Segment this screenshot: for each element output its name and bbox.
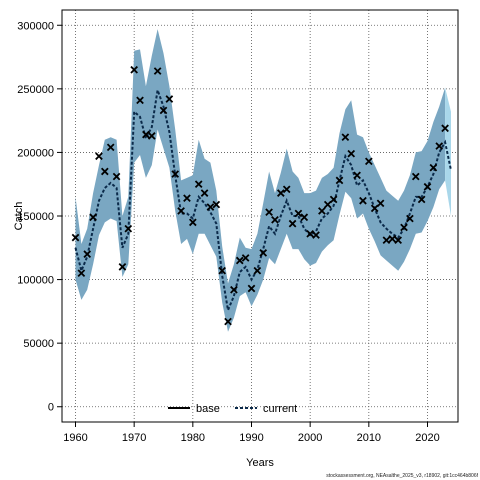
y-tick-label-0: 0 [48,402,54,414]
observed-point-2001 [312,231,320,239]
x-axis: 1960 1970 1980 1990 2000 2010 2020 [63,422,440,444]
observed-point-2018 [411,172,420,181]
observed-point-2000 [306,229,314,238]
observed-point-2012 [376,199,385,208]
observed-point-2008 [353,171,361,180]
x-tick-label-2000: 2000 [298,432,322,444]
observed-point-1996 [282,185,291,194]
observed-point-1973 [147,132,156,140]
observed-point-1962 [83,250,92,258]
observed-point-2023 [441,124,449,133]
observed-point-2007 [347,149,356,158]
observed-point-1995 [276,189,285,197]
observed-point-2016 [400,223,408,232]
observed-point-2020 [423,182,432,191]
source-footnote: stockassessment.org, NEAsalthe_2025_v3, … [326,473,478,479]
observed-point-1974 [153,67,162,75]
observed-point-2010 [364,157,373,166]
confidence-band [75,29,446,332]
y-tick-label-200000: 200000 [17,147,54,159]
observed-point-2011 [370,204,379,213]
observed-point-1992 [259,249,268,257]
observed-point-1967 [112,172,121,181]
observed-point-1984 [212,200,221,209]
observed-point-2005 [335,176,344,185]
observed-point-1966 [106,143,115,152]
observed-point-2009 [359,196,367,205]
observed-point-2021 [429,163,438,172]
x-tick-label-1980: 1980 [181,432,205,444]
legend-base-label: base [196,403,220,415]
y-tick-label-50000: 50000 [23,338,54,350]
observed-point-1991 [253,266,262,275]
observed-point-1997 [288,219,297,228]
observed-point-1970 [130,65,138,74]
observed-point-1975 [159,106,168,115]
x-tick-label-2010: 2010 [357,432,381,444]
observed-point-1980 [188,218,197,227]
legend-current-label: current [263,403,297,415]
observed-point-1982 [200,189,209,197]
observed-point-1963 [89,213,97,222]
ci-band [75,29,451,332]
observed-point-2002 [318,207,326,215]
observed-points [71,65,449,326]
x-tick-label-1960: 1960 [63,432,87,444]
observed-point-1988 [235,256,244,265]
observed-point-2006 [341,133,350,141]
observed-point-2022 [435,142,444,150]
observed-point-1964 [95,152,103,161]
observed-point-1985 [218,266,226,275]
x-tick-label-1990: 1990 [239,432,263,444]
observed-point-1979 [183,194,191,203]
observed-point-1994 [271,215,279,224]
observed-point-1968 [118,263,127,271]
y-tick-label-150000: 150000 [17,211,54,223]
observed-point-2003 [323,200,332,209]
observed-point-1987 [230,285,238,294]
y-axis-title: Catch [13,202,25,231]
x-tick-label-2020: 2020 [415,432,439,444]
observed-point-1960 [71,233,80,242]
observed-point-1986 [224,317,232,326]
observed-point-1961 [77,269,86,278]
observed-point-2017 [406,214,414,223]
observed-point-2019 [417,195,426,204]
observed-point-2015 [394,236,402,244]
observed-point-1965 [100,167,109,176]
y-tick-label-100000: 100000 [17,275,54,287]
y-tick-label-250000: 250000 [17,84,54,96]
observed-point-1998 [294,209,303,218]
observed-point-1969 [124,224,133,233]
observed-point-1990 [247,284,256,293]
observed-point-1978 [177,207,185,215]
y-axis: 0 50000 100000 150000 200000 250000 300000 [17,20,62,414]
observed-point-1989 [241,254,250,262]
observed-point-2013 [382,236,391,244]
observed-point-1993 [265,208,273,217]
observed-point-2004 [329,195,338,204]
observed-point-2014 [388,235,397,243]
observed-point-1971 [136,96,144,105]
observed-point-1977 [171,170,180,178]
observed-point-1999 [300,213,309,222]
x-tick-label-1970: 1970 [122,432,146,444]
observed-point-1976 [165,95,174,103]
y-tick-label-300000: 300000 [17,20,54,32]
legend: base current [168,403,297,415]
x-axis-title: Years [246,457,274,469]
observed-point-1981 [194,180,203,189]
observed-point-1972 [142,130,150,139]
observed-point-1983 [206,203,215,211]
